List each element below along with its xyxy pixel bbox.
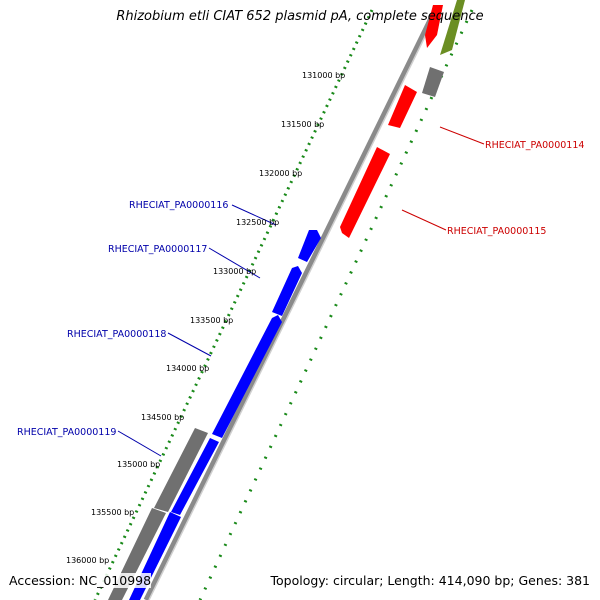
tick-label: 133000 bp [213,267,256,276]
gene-label-114[interactable]: RHECIAT_PA0000114 [485,140,584,151]
gene-label-119[interactable]: RHECIAT_PA0000119 [17,427,116,438]
gene-blue-117[interactable] [272,266,302,316]
tick-label: 134000 bp [166,364,209,373]
gene-grey-119[interactable] [154,428,208,512]
tick-label: 132500 bp [236,218,279,227]
gene-red-top[interactable] [425,5,443,48]
tick-label: 135500 bp [91,508,134,517]
gene-blue-119[interactable] [171,438,219,515]
backbone-line [143,8,438,600]
gene-label-116[interactable]: RHECIAT_PA0000116 [129,200,228,211]
map-title: Rhizobium etli CIAT 652 plasmid pA, comp… [116,9,484,24]
label-connector-115 [401,209,447,231]
accession-text: Accession: NC_010998 [9,573,152,588]
gene-red-114[interactable] [388,85,417,128]
tick-label: 132000 bp [259,169,302,178]
tick-label: 133500 bp [190,316,233,325]
gene-grey-small[interactable] [422,67,444,97]
label-connector-117 [208,247,261,279]
label-connector-116 [231,204,277,226]
summary-text: Topology: circular; Length: 414,090 bp; … [270,573,590,588]
gene-blue-116[interactable] [298,230,321,262]
tick-label: 134500 bp [141,413,184,422]
tick-label: 136000 bp [66,556,109,565]
gene-label-118[interactable]: RHECIAT_PA0000118 [67,329,166,340]
gene-blue-118[interactable] [212,315,282,438]
gene-label-117[interactable]: RHECIAT_PA0000117 [108,244,207,255]
backbone-highlight [148,9,439,600]
gene-label-115[interactable]: RHECIAT_PA0000115 [447,226,546,237]
tick-label: 135000 bp [117,460,160,469]
label-connector-118 [167,332,212,357]
tick-label: 131500 bp [281,120,324,129]
label-connector-114 [439,126,485,145]
tick-label: 131000 bp [302,71,345,80]
label-connector-119 [117,430,162,457]
gene-green-top[interactable] [440,0,465,55]
outer-tick-ring [93,9,374,600]
inner-tick-ring [198,9,474,600]
gene-red-115[interactable] [340,147,390,238]
